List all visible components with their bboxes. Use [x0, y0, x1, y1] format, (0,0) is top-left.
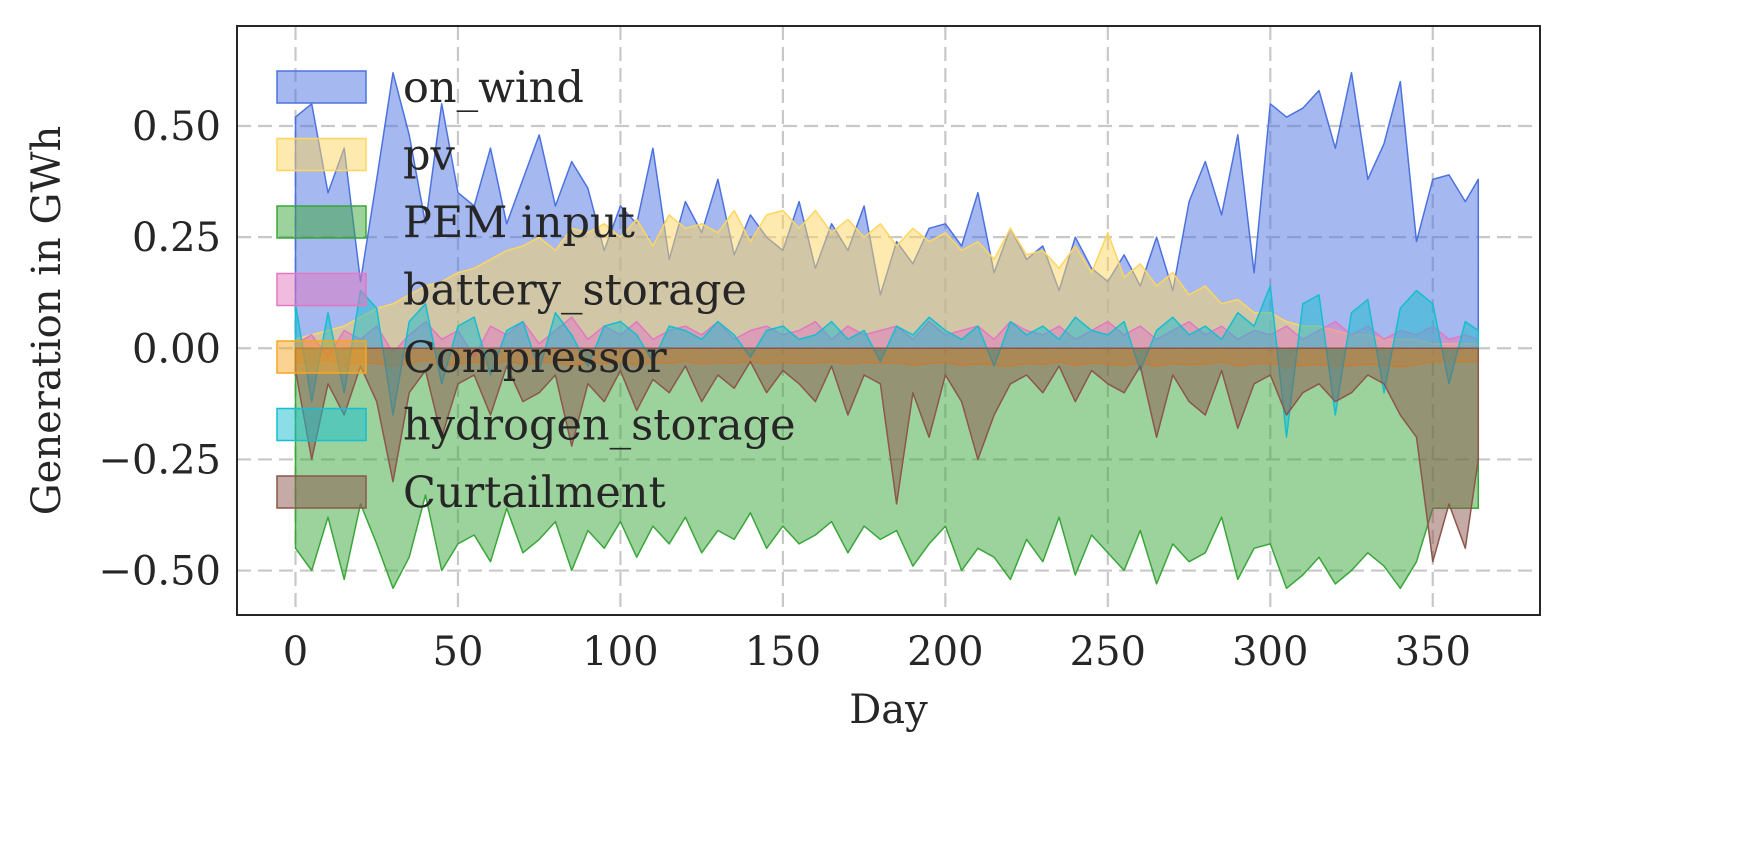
area-pem-input	[294, 347, 1480, 590]
x-tick-label: 100	[582, 629, 658, 675]
legend-swatch	[276, 475, 367, 509]
y-tick-label: 0.50	[132, 104, 221, 150]
y-tick-label: 0.00	[132, 326, 221, 372]
legend-label: Compressor	[403, 333, 667, 383]
x-tick-label: 250	[1070, 629, 1146, 675]
legend-swatch	[276, 340, 367, 374]
y-axis-ticks: 0.50 0.25 0.00 −0.25 −0.50	[98, 104, 221, 595]
legend-swatch	[276, 205, 367, 239]
area-curtailment	[294, 347, 1480, 563]
x-tick-label: 200	[907, 629, 983, 675]
x-tick-label: 300	[1232, 629, 1308, 675]
legend-swatch	[276, 272, 367, 307]
legend-label: pv	[403, 131, 456, 181]
x-tick-label: 150	[745, 629, 821, 675]
legend-label: on_wind	[403, 63, 584, 113]
x-tick-label: 0	[283, 629, 308, 675]
y-tick-label: 0.25	[132, 215, 221, 261]
legend-swatch	[276, 137, 367, 172]
legend-label: battery_storage	[403, 266, 747, 316]
y-tick-label: −0.50	[98, 549, 221, 595]
y-axis-label: Generation in GWh	[24, 126, 70, 516]
legend-label: hydrogen_storage	[403, 401, 796, 451]
x-axis-ticks: 0 50 100 150 200 250 300 350	[283, 629, 1471, 675]
legend-swatch	[276, 70, 367, 104]
y-tick-label: −0.25	[98, 437, 221, 483]
x-tick-label: 350	[1395, 629, 1471, 675]
x-axis-label: Day	[849, 687, 928, 733]
legend-label: PEM input	[403, 198, 635, 248]
x-tick-label: 50	[433, 629, 484, 675]
legend-swatch	[276, 407, 367, 442]
series-areas	[294, 71, 1480, 590]
legend-label: Curtailment	[403, 468, 666, 518]
plot-frame	[236, 25, 1541, 616]
